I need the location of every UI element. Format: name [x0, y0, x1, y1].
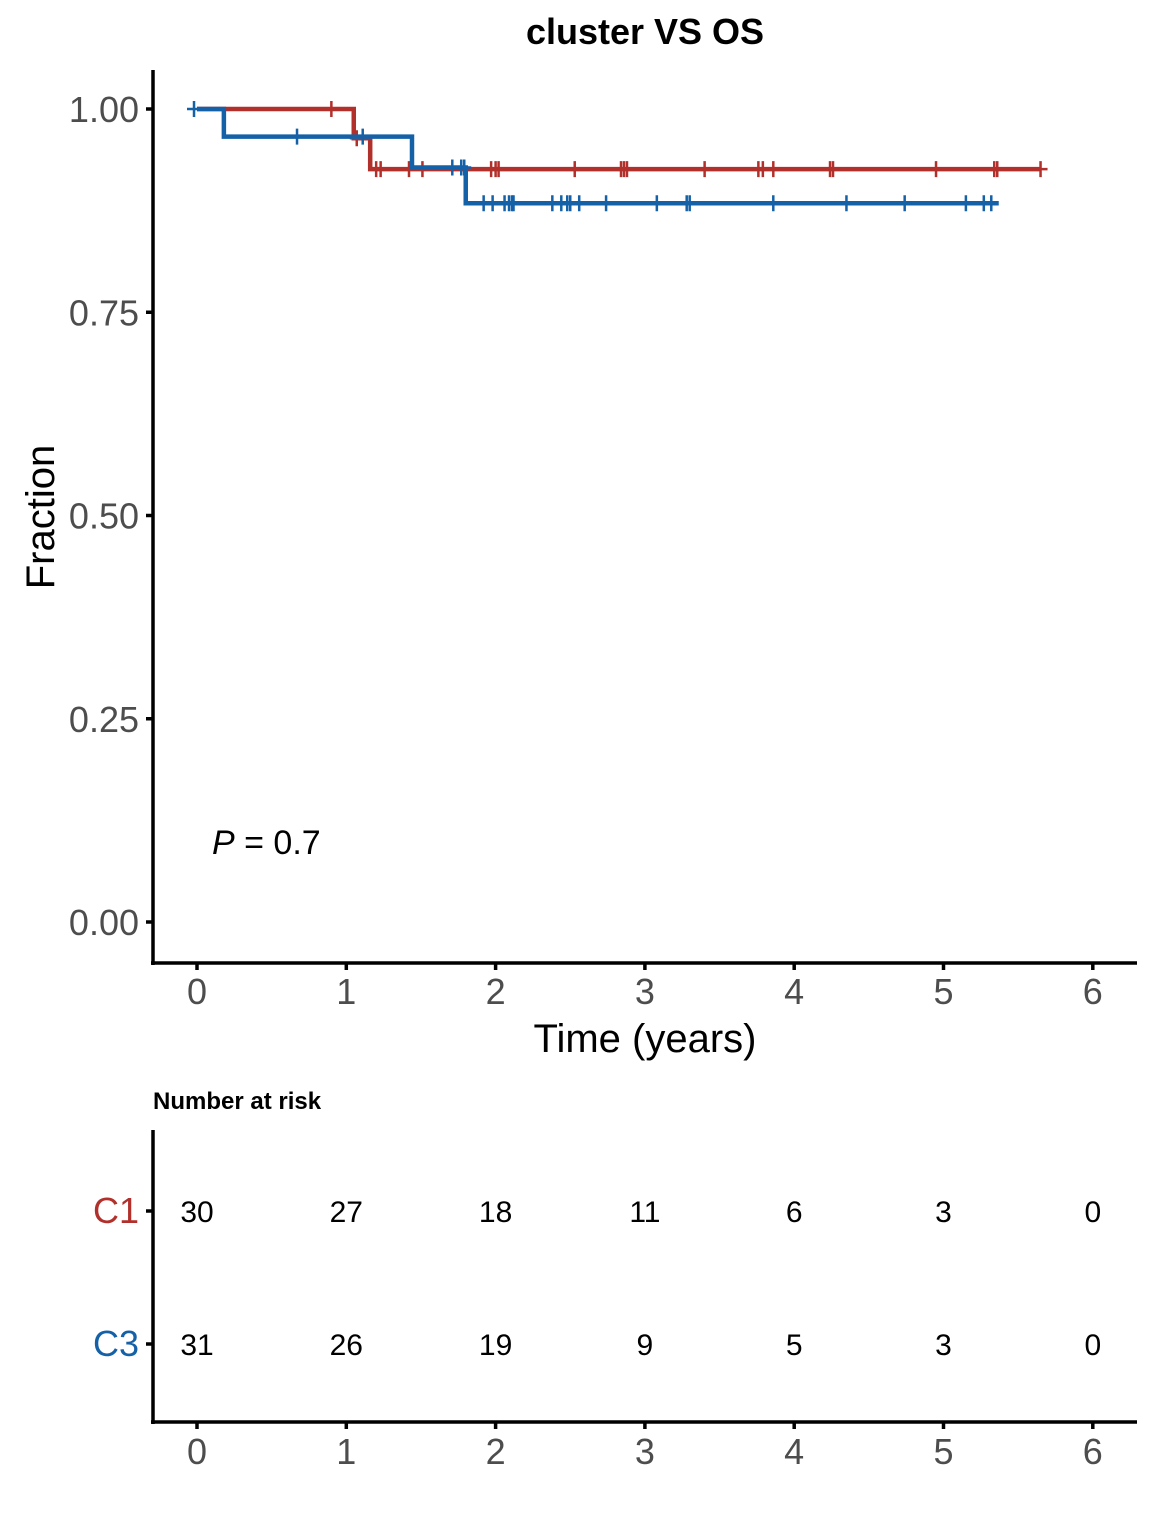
x-tick-label: 6 — [1083, 971, 1103, 1012]
risk-x-tick-label: 0 — [187, 1431, 207, 1472]
risk-count: 11 — [629, 1196, 660, 1229]
censor-mark — [766, 161, 781, 178]
censor-mark — [766, 195, 781, 212]
censor-mark — [290, 128, 305, 145]
y-axis-label: Fraction — [19, 445, 63, 590]
censor-mark — [619, 161, 634, 178]
risk-count: 0 — [1084, 1196, 1101, 1229]
censor-mark — [682, 195, 697, 212]
survival-line-C3 — [197, 106, 999, 206]
survival-line-C1 — [197, 106, 1041, 172]
risk-count: 30 — [180, 1196, 213, 1229]
censor-mark — [355, 128, 370, 145]
censor-mark — [324, 101, 339, 117]
risk-count: 5 — [786, 1329, 803, 1362]
x-tick-label: 4 — [784, 971, 804, 1012]
p-value-label: P — [212, 824, 235, 862]
chart-title: cluster VS OS — [526, 11, 764, 52]
x-tick-label: 1 — [336, 971, 356, 1012]
risk-count: 31 — [180, 1329, 213, 1362]
risk-count: 3 — [935, 1196, 952, 1229]
x-tick-label: 3 — [635, 971, 655, 1012]
risk-count: 0 — [1084, 1329, 1101, 1362]
x-axis-label: Time (years) — [534, 1017, 757, 1061]
censor-mark — [506, 195, 521, 212]
y-tick-label: 0.50 — [69, 496, 139, 537]
censor-mark — [958, 195, 973, 212]
x-tick-label: 2 — [486, 971, 506, 1012]
censor-mark — [929, 161, 944, 178]
censor-mark — [485, 195, 500, 212]
risk-x-tick-label: 5 — [933, 1431, 953, 1472]
risk-count: 26 — [330, 1329, 363, 1362]
y-tick-label: 0.00 — [69, 902, 139, 943]
x-ticks: 0 1 2 3 4 5 6 — [187, 963, 1103, 1012]
survival-curves — [187, 101, 1048, 212]
risk-x-tick-label: 3 — [635, 1431, 655, 1472]
censor-mark — [187, 101, 202, 117]
risk-x-tick-label: 2 — [486, 1431, 506, 1472]
risk-x-tick-label: 4 — [784, 1431, 804, 1472]
censor-mark — [491, 161, 506, 178]
p-value-text: = 0.7 — [235, 824, 321, 862]
risk-count: 18 — [479, 1196, 512, 1229]
y-tick-label: 1.00 — [69, 89, 139, 130]
p-value-annotation: P = 0.7 — [212, 824, 321, 862]
risk-count: 3 — [935, 1329, 952, 1362]
censor-mark — [826, 161, 841, 178]
risk-count: 19 — [479, 1329, 512, 1362]
censor-mark — [697, 161, 712, 178]
censor-mark — [457, 159, 472, 176]
risk-count: 27 — [330, 1196, 363, 1229]
risk-x-tick-label: 1 — [336, 1431, 356, 1472]
x-tick-label: 0 — [187, 971, 207, 1012]
censor-mark — [599, 195, 614, 212]
censor-mark — [990, 161, 1005, 178]
y-tick-label: 0.75 — [69, 292, 139, 333]
x-tick-label: 5 — [933, 971, 953, 1012]
risk-group-label-C3: C3 — [93, 1323, 139, 1364]
censor-mark — [649, 195, 664, 212]
censor-mark — [1033, 161, 1048, 178]
censor-mark — [373, 161, 388, 178]
risk-table: C1 30 27 18 11 6 3 0C3 31 26 19 9 5 3 00 1 2 3 4 5 6 — [93, 1190, 1103, 1472]
censor-mark — [839, 195, 854, 212]
risk-x-tick-label: 6 — [1083, 1431, 1103, 1472]
risk-count: 6 — [786, 1196, 803, 1229]
series-C1 — [197, 101, 1048, 178]
y-ticks: 0.00 0.25 0.50 0.75 1.00 — [69, 89, 153, 943]
main-axes: 0.00 0.25 0.50 0.75 1.00 0 1 2 3 4 5 6 — [69, 70, 1137, 1012]
censor-mark — [567, 161, 582, 178]
censor-mark — [897, 195, 912, 212]
risk-table-axes — [151, 1130, 1137, 1424]
risk-table-title: Number at risk — [153, 1088, 322, 1115]
risk-count: 9 — [637, 1329, 654, 1362]
y-tick-label: 0.25 — [69, 699, 139, 740]
censor-mark — [572, 195, 587, 212]
risk-group-label-C1: C1 — [93, 1190, 139, 1231]
series-C3 — [187, 101, 999, 212]
censor-mark — [984, 195, 999, 212]
